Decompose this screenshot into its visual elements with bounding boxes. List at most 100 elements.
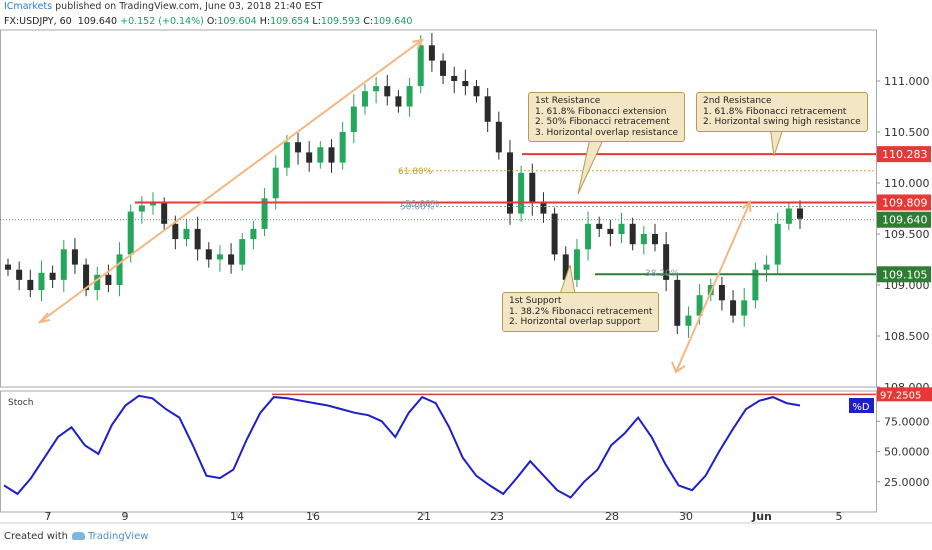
fib-label: 38.20% [645, 269, 680, 279]
time-tick-label: 28 [605, 510, 619, 523]
candle-body [774, 223, 781, 265]
candle-body [94, 274, 101, 291]
time-tick-label: 14 [230, 510, 244, 523]
candle-body [440, 60, 447, 76]
time-tick-label: 9 [122, 510, 129, 523]
time-tick-label: 7 [45, 510, 52, 523]
candle-body [5, 264, 11, 270]
support1-note[interactable]: 1st Support 1. 38.2% Fibonacci retraceme… [502, 292, 660, 332]
candle-body [785, 208, 792, 224]
projection-arrow-tail [671, 361, 686, 374]
fib-label: 61.80% [398, 167, 433, 177]
candle-body [239, 239, 246, 265]
projection-arrow [675, 201, 751, 373]
low-value: 109.593 [320, 16, 361, 27]
price-tick-label: 109.500 [884, 228, 930, 241]
candle-body [674, 279, 681, 326]
candle-body [718, 285, 725, 301]
candle-body [138, 205, 145, 212]
stoch-tick-label: 50.0000 [884, 446, 930, 459]
candle-body [250, 228, 257, 240]
level-label-box [877, 266, 931, 283]
price-pane-frame [0, 29, 877, 388]
candle-body [462, 81, 469, 87]
high-label: H: [259, 16, 271, 27]
stoch-value-box [877, 387, 932, 402]
time-tick-label: 16 [306, 510, 320, 523]
created-with-text: Created with [4, 531, 68, 542]
price-tick-label: 111.000 [884, 75, 930, 88]
candle-body [328, 147, 335, 163]
candle-body [696, 295, 703, 316]
open-label: O: [206, 16, 218, 27]
candle-body [71, 249, 78, 265]
candle-body [540, 203, 547, 214]
resistance2-line: 2. Horizontal swing high resistance [703, 117, 861, 127]
candle-body [116, 254, 123, 285]
candle-body [384, 86, 391, 97]
level-label: 110.283 [882, 148, 928, 161]
resistance1-note[interactable]: 1st Resistance 1. 61.8% Fibonacci extens… [528, 92, 686, 142]
candle-body [428, 45, 435, 61]
candle-body [350, 106, 357, 132]
candle-body [596, 223, 603, 229]
resistance2-note[interactable]: 2nd Resistance 1. 61.8% Fibonacci retrac… [696, 92, 868, 132]
resistance2-title: 2nd Resistance [703, 96, 772, 106]
candle-body [663, 244, 670, 280]
support1-line: 2. Horizontal overlap support [509, 317, 641, 327]
time-tick-label: 21 [417, 510, 431, 523]
candle-body [339, 132, 346, 163]
candle-body [406, 86, 413, 107]
published-text: published on TradingView.com, June 03, 2… [55, 1, 323, 12]
candle-body [484, 96, 491, 122]
candle-body [49, 272, 56, 280]
candle-body [741, 300, 748, 316]
level-label-box [877, 194, 931, 211]
candle-body [60, 249, 67, 280]
current-price-label: 109.640 [882, 214, 928, 227]
candle-body [216, 254, 223, 260]
low-label: L: [312, 16, 321, 27]
candle-body [573, 249, 580, 280]
candle-body [105, 274, 112, 285]
candle-body [495, 121, 502, 153]
high-value: 109.654 [270, 16, 310, 27]
publisher-line: ICmarkets published on TradingView.com, … [4, 1, 322, 12]
stoch-value-label: 97.2505 [880, 390, 921, 401]
open-value: 109.604 [217, 16, 257, 27]
candle-body [529, 172, 536, 204]
candle-body [473, 86, 480, 97]
candle-body [361, 91, 368, 107]
tradingview-brand[interactable]: TradingView [87, 531, 149, 542]
level-label: 109.105 [882, 268, 928, 281]
candle-body [38, 272, 45, 291]
candle-body [629, 223, 636, 245]
stoch-legend-box [849, 398, 874, 413]
candle-body [295, 142, 302, 153]
candle-body [618, 223, 625, 234]
uptrend-arrow-head [411, 38, 424, 50]
candle-body [518, 172, 525, 214]
close-label: C: [363, 16, 374, 27]
publisher-name[interactable]: ICmarkets [4, 1, 53, 12]
level-label-box [877, 146, 931, 163]
time-tick-label: 5 [836, 510, 843, 523]
candle-body [451, 75, 458, 81]
projection-arrow-head [741, 199, 752, 213]
candle-body [395, 96, 402, 107]
resistance1-pointer [577, 137, 605, 195]
candle-body [607, 228, 614, 234]
candle-body [16, 269, 23, 280]
candle-body [506, 152, 513, 214]
candle-body [306, 152, 313, 163]
candle-body [272, 167, 279, 199]
resistance1-line: 3. Horizontal overlap resistance [535, 127, 679, 138]
stoch-tick-label: 75.0000 [884, 415, 930, 428]
candle-body [205, 249, 212, 260]
price-tick-label: 110.500 [884, 126, 930, 139]
footer: Created with TradingView [4, 531, 148, 542]
candle-body [150, 203, 157, 206]
candle-body [283, 142, 290, 168]
candle-body [640, 234, 647, 245]
